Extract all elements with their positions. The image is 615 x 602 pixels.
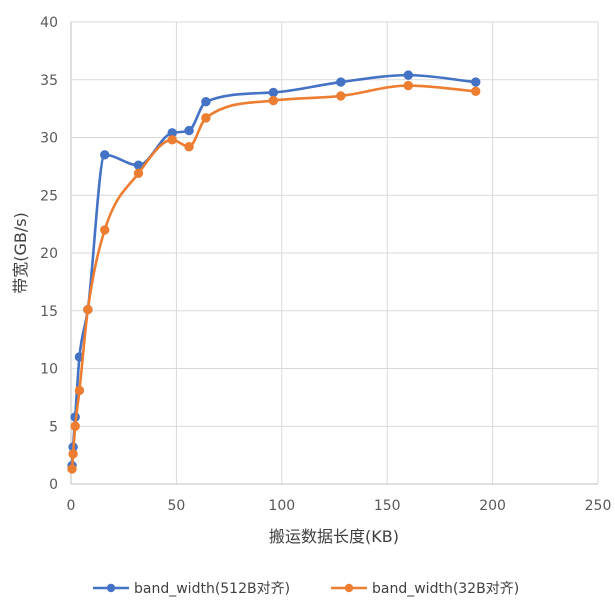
data-point: [268, 95, 279, 106]
data-point: [268, 87, 279, 98]
y-tick-label: 40: [40, 15, 58, 31]
data-point: [403, 80, 413, 91]
data-point: [70, 421, 80, 431]
x-tick-label: 50: [167, 498, 185, 514]
y-tick-label: 25: [40, 188, 58, 204]
axes: [70, 22, 598, 485]
data-point: [67, 464, 77, 474]
legend-label: band_width(32B对齐): [372, 581, 519, 597]
data-point: [74, 385, 85, 396]
x-tick-label: 0: [67, 498, 76, 514]
data-point: [184, 142, 194, 152]
y-tick-label: 10: [40, 362, 58, 378]
data-point: [403, 70, 413, 80]
data-point: [184, 125, 194, 136]
tick-labels: 0 5 10 15 20 25 30 35 40 0 50 100 150 200 250: [40, 15, 611, 514]
series-0: [67, 70, 481, 471]
legend-label: band_width(512B对齐): [134, 581, 290, 597]
y-axis-title: 带宽(GB/s): [11, 212, 30, 294]
gridlines: [71, 21, 599, 484]
data-point: [100, 150, 110, 160]
data-point: [83, 304, 93, 315]
legend: band_width(512B对齐) band_width(32B对齐): [93, 581, 519, 597]
data-point: [336, 91, 346, 101]
legend-marker: [344, 583, 354, 593]
x-tick-label: 200: [479, 498, 506, 514]
series-lines: [67, 70, 481, 474]
series-line: [70, 73, 476, 466]
x-tick-label: 150: [374, 498, 401, 514]
y-tick-label: 5: [49, 419, 58, 435]
x-tick-label: 100: [268, 498, 295, 514]
x-tick-label: 250: [585, 498, 612, 514]
y-tick-label: 15: [40, 304, 58, 320]
data-point: [133, 168, 144, 179]
data-point: [68, 449, 78, 459]
y-tick-label: 0: [49, 477, 58, 493]
x-axis-title: 搬运数据长度(KB): [269, 527, 399, 546]
data-point: [336, 77, 346, 87]
data-point: [471, 86, 481, 97]
y-tick-label: 30: [40, 131, 58, 147]
data-point: [201, 113, 211, 123]
series-line: [70, 84, 476, 470]
legend-marker: [106, 583, 116, 593]
y-tick-label: 35: [40, 73, 58, 89]
y-tick-label: 20: [40, 246, 58, 262]
series-1: [67, 80, 481, 474]
data-point: [167, 135, 177, 145]
data-point: [471, 77, 481, 87]
data-point: [100, 225, 110, 235]
data-point: [201, 96, 211, 107]
